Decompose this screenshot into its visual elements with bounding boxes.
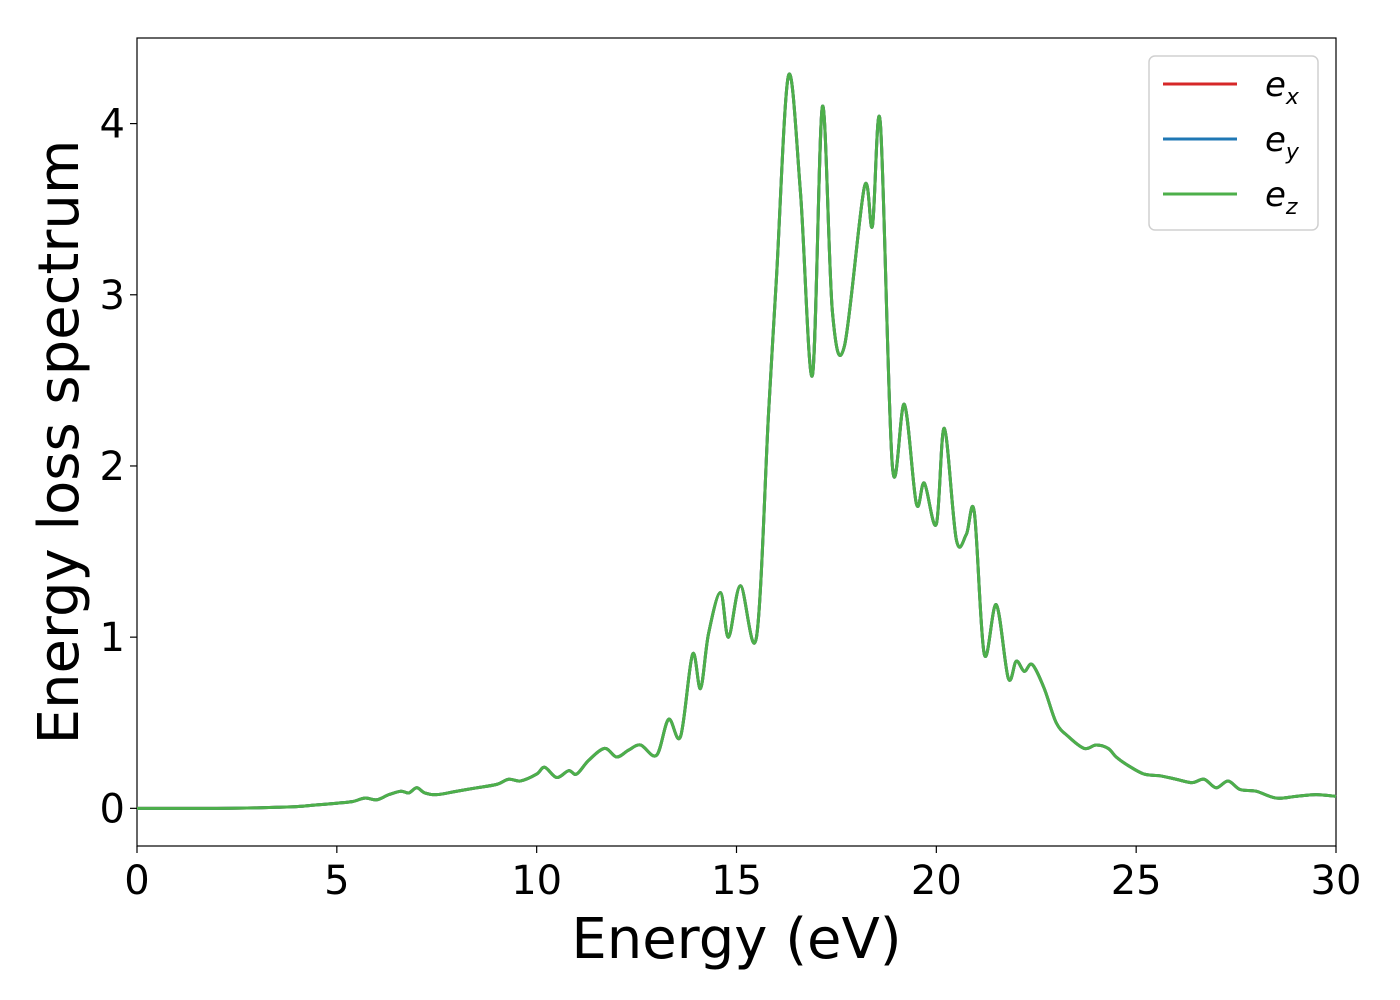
- legend-label: ez: [1265, 175, 1298, 220]
- y-tick-label: 0: [100, 786, 125, 832]
- legend-label: ex: [1265, 65, 1300, 110]
- y-tick-label: 1: [100, 615, 125, 661]
- x-tick-label: 20: [911, 858, 962, 904]
- x-axis: 0 5 10 15 20 25 30: [124, 846, 1361, 904]
- y-axis: 0 1 2 3 4: [100, 102, 137, 832]
- y-axis-title: Energy loss spectrum: [27, 140, 92, 745]
- x-tick-label: 15: [711, 858, 762, 904]
- x-tick-label: 0: [124, 858, 149, 904]
- y-tick-label: 4: [100, 102, 125, 148]
- legend-box: [1148, 55, 1319, 231]
- x-tick-label: 5: [324, 858, 349, 904]
- x-tick-label: 25: [1111, 858, 1162, 904]
- y-tick-label: 2: [100, 444, 125, 490]
- legend-label: ey: [1265, 120, 1300, 165]
- legend: ex ey ez: [1148, 55, 1319, 231]
- y-tick-label: 3: [100, 273, 125, 319]
- x-axis-title: Energy (eV): [571, 907, 901, 972]
- x-tick-label: 10: [511, 858, 562, 904]
- series-line-e-z: [137, 72, 1337, 810]
- x-tick-label: 30: [1311, 858, 1362, 904]
